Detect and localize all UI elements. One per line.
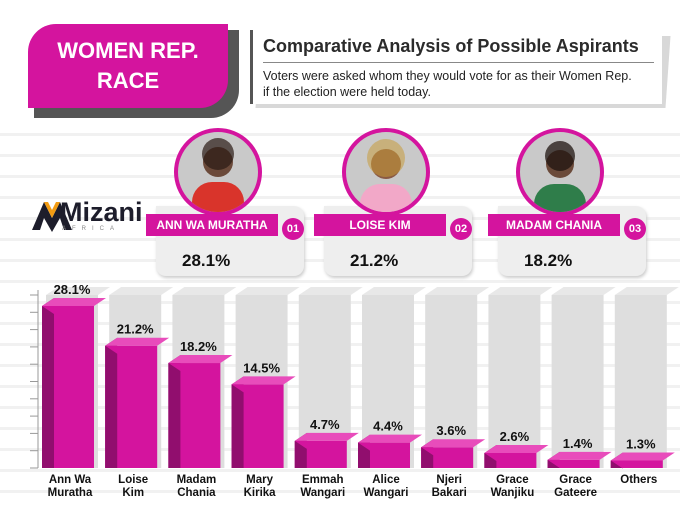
- header-subtitle-line2: if the election were held today.: [263, 85, 431, 99]
- data-label: 14.5%: [243, 360, 280, 375]
- data-label: 21.2%: [117, 322, 154, 337]
- candidate-card-1: ANN WA MURATHA 01 28.1%: [146, 118, 306, 283]
- bar-background-top: [614, 287, 679, 295]
- bar: [610, 460, 663, 468]
- candidate-card-3: MADAM CHANIA 03 18.2%: [488, 118, 648, 283]
- bar-background-top: [172, 287, 237, 295]
- category-label: Emmah: [302, 474, 344, 486]
- category-label: Alice: [372, 474, 400, 486]
- bar-background-top: [235, 287, 300, 295]
- bar-background-top: [425, 287, 490, 295]
- logo-subtext: AFRICA: [62, 226, 121, 232]
- category-label: Ann Wa: [49, 474, 92, 486]
- candidate-card-2: LOISE KIM 02 21.2%: [314, 118, 474, 283]
- bar-background-top: [362, 287, 426, 295]
- data-label: 1.4%: [563, 436, 593, 451]
- bar-background-top: [109, 287, 174, 295]
- bar-background-column: [425, 295, 478, 468]
- data-label: 2.6%: [500, 429, 530, 444]
- category-label: Wanjiku: [491, 487, 535, 499]
- avatar: [174, 128, 262, 216]
- bar-shade: [484, 453, 497, 468]
- badge-line1: WOMEN REP.: [57, 38, 199, 63]
- bar-shade: [421, 447, 434, 468]
- bar-shade: [42, 305, 54, 468]
- data-label: 28.1%: [54, 282, 91, 297]
- data-label: 4.7%: [310, 417, 340, 432]
- bar-shade: [168, 363, 181, 468]
- data-label: 18.2%: [180, 339, 217, 354]
- bar-shade: [358, 442, 370, 468]
- candidate-percent: 28.1%: [182, 251, 231, 270]
- candidate-rank: 02: [450, 218, 472, 240]
- bar-shade: [294, 440, 307, 468]
- candidate-name: MADAM CHANIA: [488, 214, 620, 236]
- logo-wordmark: Mizani: [60, 197, 143, 227]
- data-label: 4.4%: [373, 419, 403, 434]
- bar-background-column: [614, 295, 667, 468]
- candidate-rank: 03: [624, 218, 646, 240]
- bar-shade: [610, 460, 623, 469]
- category-label: Kirika: [244, 487, 277, 499]
- bar-top: [484, 445, 549, 454]
- bar-top: [294, 432, 359, 441]
- candidate-name: ANN WA MURATHA: [146, 214, 278, 236]
- category-label: Wangari: [300, 487, 345, 499]
- bar: [484, 453, 537, 468]
- bar-top: [610, 452, 675, 461]
- category-label: Gateere: [554, 487, 597, 499]
- category-label: Loise: [118, 474, 148, 486]
- bar-top: [231, 376, 296, 385]
- bar: [421, 447, 474, 468]
- candidate-name: LOISE KIM: [314, 214, 446, 236]
- category-label: Others: [620, 474, 657, 486]
- mizani-logo-icon: [32, 202, 72, 232]
- data-label: 1.3%: [626, 437, 656, 452]
- race-badge: WOMEN REP. RACE: [28, 24, 228, 108]
- category-label: Chania: [177, 487, 216, 499]
- bar-top: [105, 337, 170, 346]
- bar-background-top: [46, 287, 110, 295]
- bar-shade: [547, 459, 560, 468]
- bar-shade: [105, 345, 118, 468]
- category-label: Kim: [122, 487, 144, 499]
- candidate-rank: 01: [282, 218, 304, 240]
- category-label: Grace: [559, 474, 592, 486]
- bar-background-top: [488, 287, 553, 295]
- category-label: Grace: [496, 474, 529, 486]
- category-label: Njeri: [436, 474, 462, 486]
- bar-background-column: [488, 295, 541, 468]
- bar-top: [168, 355, 233, 364]
- data-label: 3.6%: [436, 423, 466, 438]
- bar-top: [358, 434, 422, 443]
- category-label: Mary: [246, 474, 273, 486]
- header-box: Comparative Analysis of Possible Aspiran…: [250, 30, 662, 104]
- bar-background-top: [298, 287, 363, 295]
- candidate-percent: 21.2%: [350, 251, 399, 270]
- bar-top: [42, 297, 106, 306]
- bar-background-top: [551, 287, 616, 295]
- bar-shade: [231, 384, 244, 468]
- category-label: Muratha: [48, 487, 93, 499]
- header-divider: [263, 62, 654, 63]
- badge-line2: RACE: [96, 68, 160, 93]
- category-label: Wangari: [364, 487, 409, 499]
- candidate-percent: 18.2%: [524, 251, 573, 270]
- category-label: Madam: [177, 474, 217, 486]
- bar: [547, 459, 600, 468]
- bar-top: [547, 451, 612, 460]
- header-subtitle-line1: Voters were asked whom they would vote f…: [263, 69, 632, 83]
- category-label: Bakari: [432, 487, 467, 499]
- bar-background-column: [551, 295, 604, 468]
- bar-top: [421, 439, 486, 448]
- page-title: Comparative Analysis of Possible Aspiran…: [263, 36, 639, 56]
